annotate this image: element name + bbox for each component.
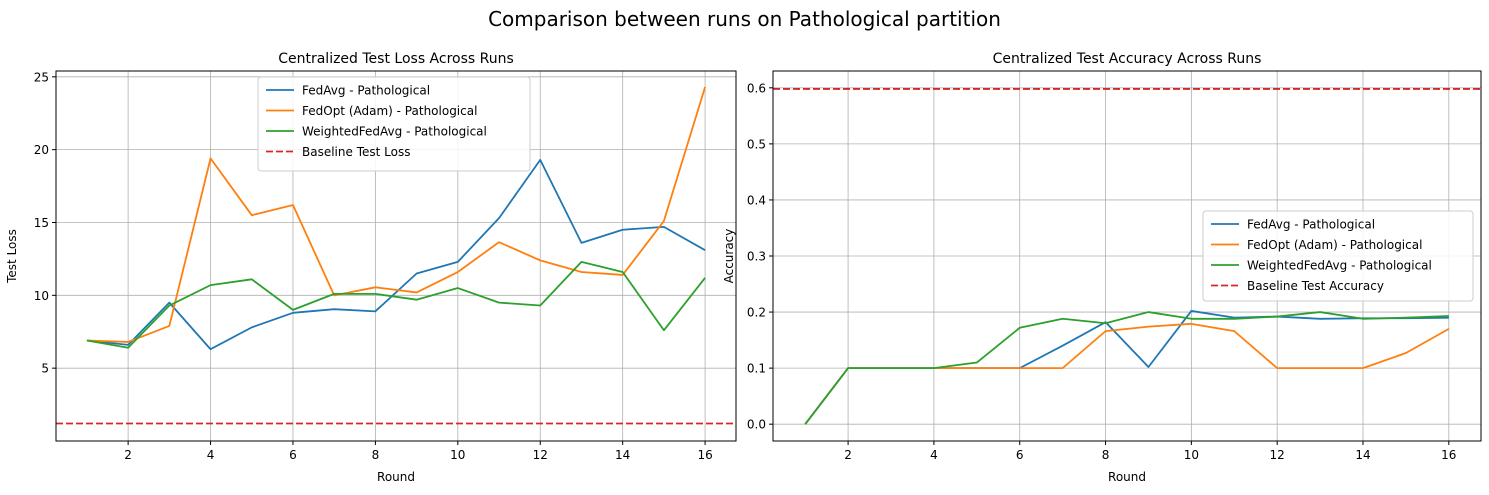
x-tick-label: 16: [697, 448, 712, 462]
x-tick-label: 10: [450, 448, 465, 462]
x-tick-label: 2: [124, 448, 132, 462]
subplot-title: Centralized Test Loss Across Runs: [278, 51, 514, 67]
legend-label: FedOpt (Adam) - Pathological: [302, 104, 477, 118]
legend-box: [1202, 210, 1474, 302]
y-axis-label: Accuracy: [722, 229, 736, 284]
x-tick-label: 4: [207, 448, 215, 462]
y-tick-label: 0.6: [747, 81, 766, 95]
y-tick-label: 0.4: [747, 193, 766, 207]
series-line-3: [86, 260, 706, 349]
legend-label: FedAvg - Pathological: [1247, 218, 1375, 232]
series-line-3: [804, 311, 1449, 425]
legend: FedAvg - Pathological FedOpt (Adam) - Pat…: [257, 76, 531, 172]
legend-label: FedAvg - Pathological: [302, 84, 430, 98]
x-tick-label: 16: [1441, 448, 1456, 462]
series-line-2: [804, 322, 1450, 425]
x-tick-label: 12: [1270, 448, 1285, 462]
y-tick-label: 0.1: [747, 362, 766, 376]
x-tick-label: 2: [844, 448, 852, 462]
y-tick-label: 0.0: [747, 418, 766, 432]
x-tick-label: 14: [1355, 448, 1370, 462]
series-line-2: [86, 86, 706, 343]
y-tick-label: 0.5: [747, 137, 766, 151]
y-tick-label: 5: [41, 362, 49, 376]
y-tick-label: 20: [34, 143, 49, 157]
y-tick-label: 0.3: [747, 250, 766, 264]
subplot-1: 2 4 6 8 10 12 14 16 5 10 15 20 25 Centralized Test Lo…: [5, 51, 737, 484]
legend-label: WeightedFedAvg - Pathological: [1247, 259, 1432, 273]
x-tick-label: 8: [372, 448, 380, 462]
subplot-title: Centralized Test Accuracy Across Runs: [993, 51, 1262, 67]
y-tick-label: 15: [34, 216, 49, 230]
figure-suptitle: Comparison between runs on Pathological …: [488, 7, 1001, 31]
y-tick-label: 0.2: [747, 306, 766, 320]
subplot-2: 2 4 6 8 10 12 14 16 0.0 0.1 0.2 0.3 0.4 0.5 0.6 Central…: [722, 51, 1482, 484]
y-tick-label: 10: [34, 289, 49, 303]
x-axis-label: Round: [377, 470, 415, 484]
series-line-1: [86, 158, 706, 351]
legend-box: [257, 76, 531, 172]
x-tick-label: 8: [1102, 448, 1110, 462]
x-tick-label: 12: [533, 448, 548, 462]
y-tick-label: 25: [34, 70, 49, 84]
x-tick-label: 6: [1016, 448, 1024, 462]
legend-label: Baseline Test Loss: [302, 145, 410, 159]
axes-frame: [55, 70, 737, 442]
legend-label: Baseline Test Accuracy: [1247, 279, 1384, 293]
y-axis-label: Test Loss: [5, 229, 19, 284]
legend-label: WeightedFedAvg - Pathological: [302, 125, 487, 139]
x-tick-label: 6: [289, 448, 297, 462]
legend-label: FedOpt (Adam) - Pathological: [1247, 238, 1422, 252]
x-tick-label: 14: [615, 448, 630, 462]
x-axis-label: Round: [1108, 470, 1146, 484]
x-tick-label: 10: [1184, 448, 1199, 462]
legend: FedAvg - Pathological FedOpt (Adam) - Pat…: [1202, 210, 1474, 302]
x-tick-label: 4: [930, 448, 938, 462]
